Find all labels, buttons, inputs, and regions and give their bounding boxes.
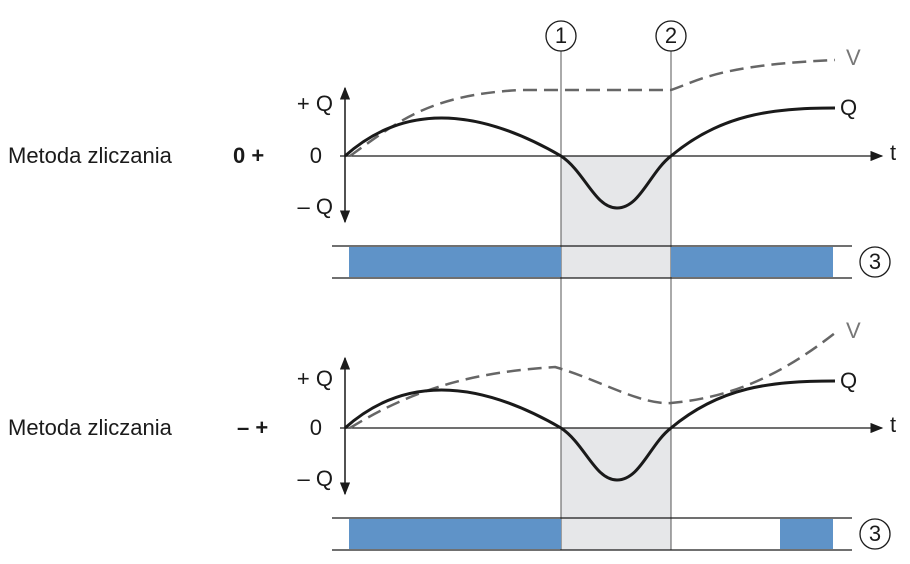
- v-curve: [349, 332, 836, 430]
- axis-label: t: [890, 412, 896, 437]
- axis-label: + Q: [297, 366, 333, 391]
- count-bar: [349, 247, 561, 277]
- marker-circle: [545, 20, 577, 52]
- count-bar: [671, 247, 833, 277]
- method-sign: – +: [237, 415, 268, 440]
- count-bar: [349, 519, 561, 549]
- count-bar: [780, 519, 833, 549]
- panel: Metoda zliczania – + + Q 0 – Q t V Q 3: [8, 318, 896, 551]
- v-curve: [349, 58, 836, 158]
- method-label: Metoda zliczania: [8, 143, 173, 168]
- q-curve: [344, 106, 836, 210]
- curve-label: V: [846, 318, 861, 343]
- axis-label: – Q: [298, 194, 333, 219]
- marker-label: 1: [555, 23, 567, 48]
- panel: Metoda zliczania 0 + + Q 0 – Q t V Q 3: [8, 45, 896, 279]
- method-label: Metoda zliczania: [8, 415, 173, 440]
- marker-label: 3: [869, 521, 881, 546]
- axis-label: t: [890, 140, 896, 165]
- curve-label: V: [846, 45, 861, 70]
- marker-label: 2: [665, 23, 677, 48]
- marker-circle: [859, 518, 891, 550]
- curve-label: Q: [840, 95, 857, 120]
- axis-label: – Q: [298, 466, 333, 491]
- axis-label: 0: [310, 415, 322, 440]
- axis-label: 0: [310, 143, 322, 168]
- axis-label: + Q: [297, 91, 333, 116]
- marker-circle: [655, 20, 687, 52]
- marker-circle: [859, 246, 891, 278]
- method-sign: 0 +: [233, 143, 264, 168]
- curve-label: Q: [840, 368, 857, 393]
- marker-label: 3: [869, 249, 881, 274]
- q-curve: [344, 379, 836, 482]
